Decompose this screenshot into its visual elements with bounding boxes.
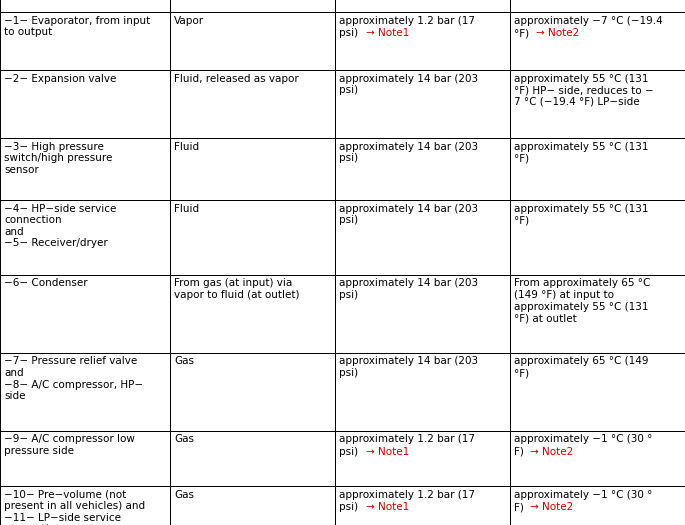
Text: Vapor: Vapor (174, 16, 204, 26)
Text: −10− Pre−volume (not
present in all vehicles) and
−11− LP−side service
connectio: −10− Pre−volume (not present in all vehi… (4, 489, 145, 525)
Text: −6− Condenser: −6− Condenser (4, 278, 88, 289)
Text: −4− HP−side service
connection
and
−5− Receiver/dryer: −4− HP−side service connection and −5− R… (4, 204, 116, 248)
Text: psi): psi) (339, 447, 362, 457)
Text: F): F) (514, 447, 527, 457)
Text: approximately −1 °C (30 °: approximately −1 °C (30 ° (514, 435, 652, 445)
Text: approximately 55 °C (131
°F): approximately 55 °C (131 °F) (514, 142, 649, 163)
Text: → Note2: → Note2 (530, 502, 573, 512)
Text: Gas: Gas (174, 489, 194, 499)
Text: −9− A/C compressor low
pressure side: −9− A/C compressor low pressure side (4, 435, 135, 456)
Text: → Note2: → Note2 (530, 447, 573, 457)
Text: −7− Pressure relief valve
and
−8− A/C compressor, HP−
side: −7− Pressure relief valve and −8− A/C co… (4, 356, 143, 401)
Text: approximately 1.2 bar (17: approximately 1.2 bar (17 (339, 16, 475, 26)
Text: −2− Expansion valve: −2− Expansion valve (4, 74, 116, 83)
Text: approximately 14 bar (203
psi): approximately 14 bar (203 psi) (339, 142, 478, 163)
Text: −3− High pressure
switch/high pressure
sensor: −3− High pressure switch/high pressure s… (4, 142, 112, 175)
Text: F): F) (514, 502, 527, 512)
Text: approximately 1.2 bar (17: approximately 1.2 bar (17 (339, 435, 475, 445)
Text: psi): psi) (339, 28, 362, 38)
Text: Gas: Gas (174, 435, 194, 445)
Text: approximately 55 °C (131
°F) HP− side, reduces to −
7 °C (−19.4 °F) LP−side: approximately 55 °C (131 °F) HP− side, r… (514, 74, 653, 107)
Text: → Note2: → Note2 (536, 28, 579, 38)
Text: From approximately 65 °C
(149 °F) at input to
approximately 55 °C (131
°F) at ou: From approximately 65 °C (149 °F) at inp… (514, 278, 650, 323)
Text: approximately 1.2 bar (17: approximately 1.2 bar (17 (339, 489, 475, 499)
Text: °F): °F) (514, 28, 532, 38)
Text: approximately 14 bar (203
psi): approximately 14 bar (203 psi) (339, 204, 478, 225)
Text: approximately 55 °C (131
°F): approximately 55 °C (131 °F) (514, 204, 649, 225)
Text: From gas (at input) via
vapor to fluid (at outlet): From gas (at input) via vapor to fluid (… (174, 278, 299, 300)
Text: −1− Evaporator, from input
to output: −1− Evaporator, from input to output (4, 16, 150, 37)
Text: Gas: Gas (174, 356, 194, 366)
Text: approximately 65 °C (149
°F): approximately 65 °C (149 °F) (514, 356, 649, 378)
Text: approximately −1 °C (30 °: approximately −1 °C (30 ° (514, 489, 652, 499)
Text: → Note1: → Note1 (366, 447, 410, 457)
Text: approximately 14 bar (203
psi): approximately 14 bar (203 psi) (339, 74, 478, 95)
Text: Fluid, released as vapor: Fluid, released as vapor (174, 74, 299, 83)
Text: approximately −7 °C (−19.4: approximately −7 °C (−19.4 (514, 16, 663, 26)
Text: psi): psi) (339, 502, 362, 512)
Text: approximately 14 bar (203
psi): approximately 14 bar (203 psi) (339, 356, 478, 378)
Text: approximately 14 bar (203
psi): approximately 14 bar (203 psi) (339, 278, 478, 300)
Text: Fluid: Fluid (174, 142, 199, 152)
Text: → Note1: → Note1 (366, 28, 410, 38)
Text: → Note1: → Note1 (366, 502, 410, 512)
Text: Fluid: Fluid (174, 204, 199, 214)
